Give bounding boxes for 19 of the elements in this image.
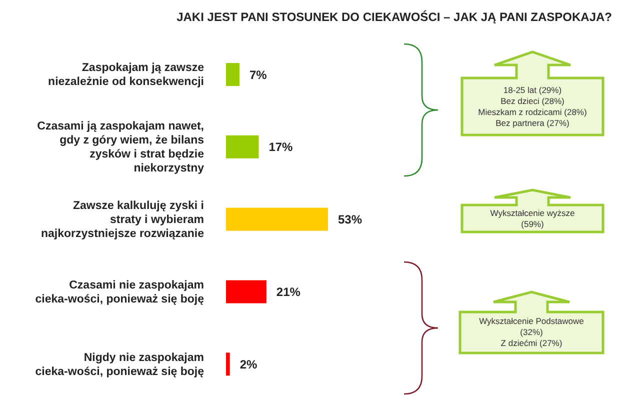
data-label: 17% xyxy=(268,140,294,154)
text: JAKI JEST PANI STOSUNEK DO CIEKAWOŚCI – JAK JĄ PANI ZASPOKAJA? xyxy=(176,10,612,24)
data-label: 53% xyxy=(338,212,362,227)
y-tick-label: Czasami nie zaspokajam cieka-wości, ponieważ się boję xyxy=(35,279,204,306)
bar xyxy=(226,135,259,158)
y-tick-label: Czasami ją zaspokajam nawet, gdy z góry wiem, że bilans zysków i strat będzie niekorzystny xyxy=(37,120,205,175)
bar xyxy=(226,280,266,304)
text: Wykształcenie Podstawowe (32%) Z dziećmi (27%) xyxy=(478,315,585,350)
y-tick-label: Zawsze kalkuluję zyski i straty i wybieram najkorzystniejsze rozwiązanie xyxy=(41,200,204,240)
y-tick-label: Nigdy nie zaspokajam cieka-wości, ponieważ się boję xyxy=(35,352,204,378)
data-label: 2% xyxy=(240,357,258,372)
data-label: 21% xyxy=(276,284,301,299)
text: Wykształcenie wyższe (59%) xyxy=(489,206,576,231)
data-label: 7% xyxy=(249,68,268,82)
bar xyxy=(226,208,328,231)
y-tick-label: Zaspokajam ją zawsze niezależnie od konsekwencji xyxy=(48,62,204,88)
text: 18-25 lat (29%) Bez dzieci (28%) Mieszkam z rodzicami (28%) Bez partnera (27%) xyxy=(477,84,588,130)
bar xyxy=(226,63,240,86)
bar xyxy=(226,352,230,376)
